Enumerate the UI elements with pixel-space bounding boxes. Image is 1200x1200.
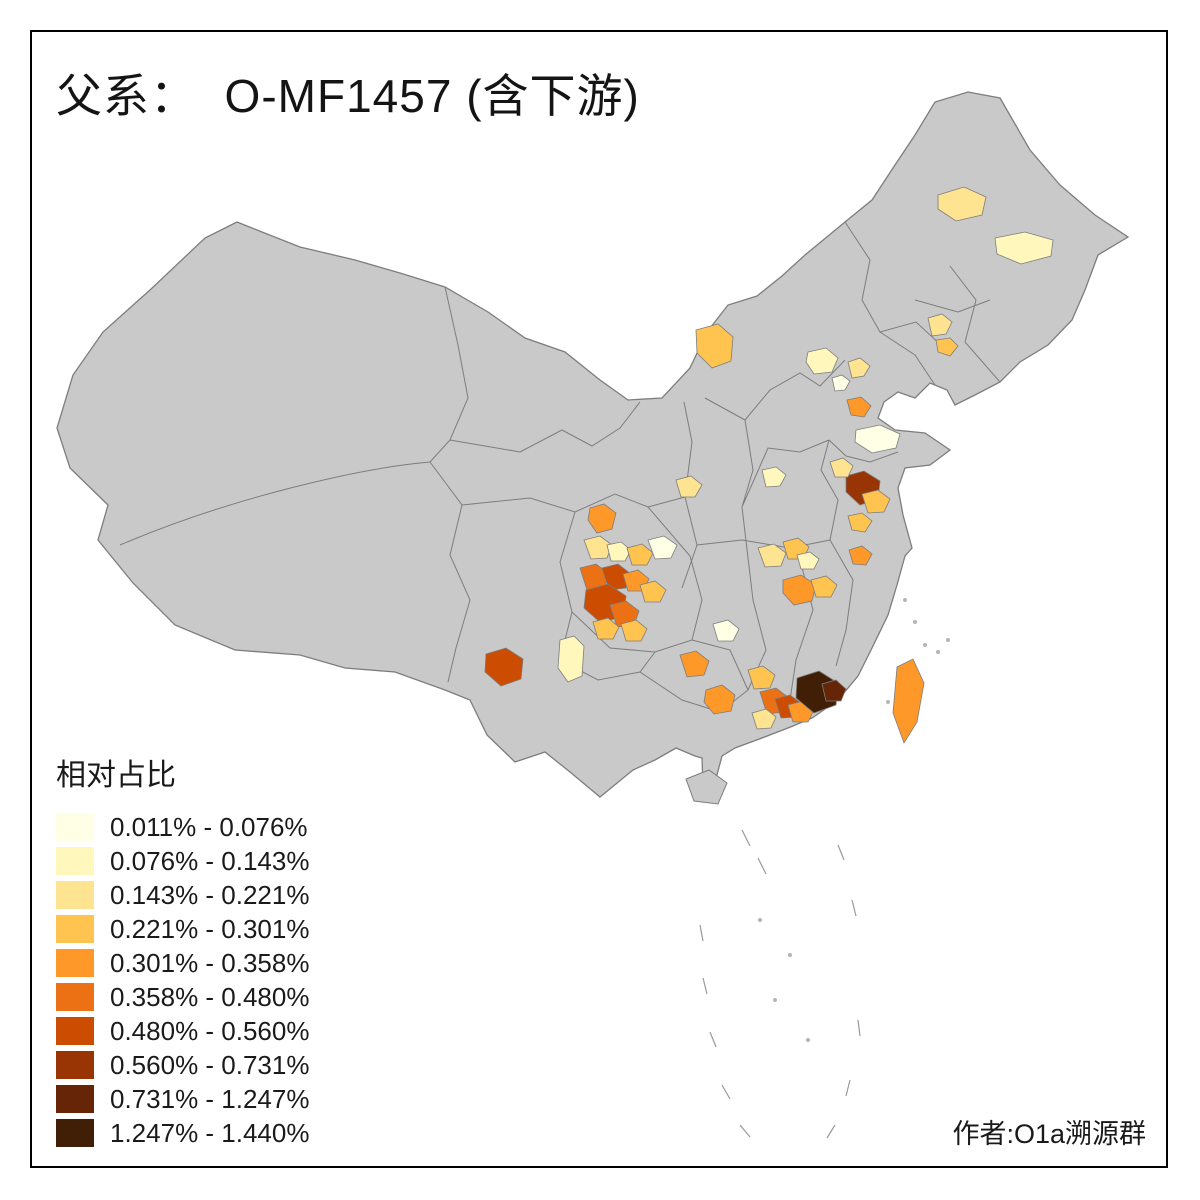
region-hunan-central	[782, 574, 817, 606]
legend-swatch	[56, 983, 94, 1011]
region-guangdong-east	[821, 679, 847, 702]
province-borders	[119, 221, 1001, 713]
region-guangxi-east	[703, 684, 736, 715]
plot-frame	[30, 30, 1168, 1168]
region-sichuan-mianyang	[606, 541, 632, 562]
region-jilin-south	[935, 337, 959, 357]
region-taiwan	[892, 658, 925, 744]
region-hunan-south	[712, 619, 740, 642]
region-yunnan-west	[484, 647, 524, 687]
region-shandong-west	[846, 396, 872, 418]
page-title: 父系： O-MF1457 (含下游)	[56, 70, 640, 122]
region-jiangsu-central	[861, 489, 891, 514]
region-sichuan-nanchong	[626, 543, 654, 566]
region-chongqing-west	[647, 535, 678, 560]
legend-swatch	[56, 1051, 94, 1079]
region-hebei-east	[847, 357, 871, 379]
legend-label: 0.143% - 0.221%	[110, 879, 310, 910]
region-inner-mongolia-central	[695, 323, 734, 369]
legend-item: 0.731% - 1.247%	[56, 1082, 309, 1116]
legend-label: 0.731% - 1.247%	[110, 1083, 310, 1114]
legend-item: 0.011% - 0.076%	[56, 810, 309, 844]
legend-swatch	[56, 881, 94, 909]
legend-swatch	[56, 1017, 94, 1045]
region-sichuan-yibin	[609, 600, 640, 628]
region-hubei-east	[796, 551, 820, 570]
attribution: 作者:O1a溯源群	[952, 1119, 1146, 1149]
colored-regions	[484, 186, 1054, 744]
region-heilongjiang-west	[937, 186, 987, 222]
region-sichuan-east	[639, 580, 667, 603]
legend-label: 0.076% - 0.143%	[110, 845, 310, 876]
region-guangdong-west	[747, 665, 776, 690]
south-china-sea-dashes	[699, 829, 861, 1139]
legend-label: 0.221% - 0.301%	[110, 913, 310, 944]
hainan-island	[685, 769, 728, 805]
legend-item: 0.076% - 0.143%	[56, 844, 309, 878]
region-shandong-east	[854, 424, 901, 454]
region-anhui-south	[848, 545, 873, 566]
region-jiangxi-west	[810, 575, 838, 598]
legend-item: 0.301% - 0.358%	[56, 946, 309, 980]
region-guizhou-south	[679, 650, 710, 678]
region-gansu-south	[587, 503, 617, 534]
region-anhui-central	[847, 512, 873, 533]
region-hubei-west	[757, 543, 787, 568]
legend-swatch	[56, 847, 94, 875]
region-yunnan-central	[557, 635, 585, 683]
region-shanxi-south	[675, 475, 703, 498]
legend-item: 0.221% - 0.301%	[56, 912, 309, 946]
region-guangdong-meizhou	[795, 670, 839, 714]
legend-swatch	[56, 915, 94, 943]
region-sichuan-southeast	[620, 619, 648, 642]
legend-item: 0.358% - 0.480%	[56, 980, 309, 1014]
legend-label: 0.301% - 0.358%	[110, 947, 310, 978]
legend-label: 0.011% - 0.076%	[110, 811, 308, 842]
legend-swatch	[56, 1085, 94, 1113]
region-sichuan-south	[592, 617, 620, 640]
region-anhui-north	[829, 457, 854, 478]
legend-swatch	[56, 1119, 94, 1147]
region-jilin-north	[927, 313, 953, 337]
legend-label: 0.560% - 0.731%	[110, 1049, 310, 1080]
legend-title: 相对占比	[56, 759, 176, 792]
region-henan-central	[761, 466, 787, 488]
legend-item: 0.480% - 0.560%	[56, 1014, 309, 1048]
legend-swatch	[56, 949, 94, 977]
region-tianjin-area	[831, 374, 851, 392]
region-heilongjiang-east	[994, 231, 1054, 265]
legend-item: 0.143% - 0.221%	[56, 878, 309, 912]
legend-item: 1.247% - 1.440%	[56, 1116, 309, 1150]
legend-label: 1.247% - 1.440%	[110, 1117, 310, 1148]
small-islands	[758, 598, 950, 1042]
legend: 相对占比 0.011% - 0.076% 0.076% - 0.143% 0.1…	[56, 750, 309, 1150]
legend-item: 0.560% - 0.731%	[56, 1048, 309, 1082]
legend-swatch	[56, 813, 94, 841]
china-mainland	[56, 91, 1130, 798]
region-beijing-area	[805, 347, 839, 375]
legend-label: 0.358% - 0.480%	[110, 981, 310, 1012]
legend-label: 0.480% - 0.560%	[110, 1015, 310, 1046]
region-guangdong-south	[751, 708, 777, 730]
